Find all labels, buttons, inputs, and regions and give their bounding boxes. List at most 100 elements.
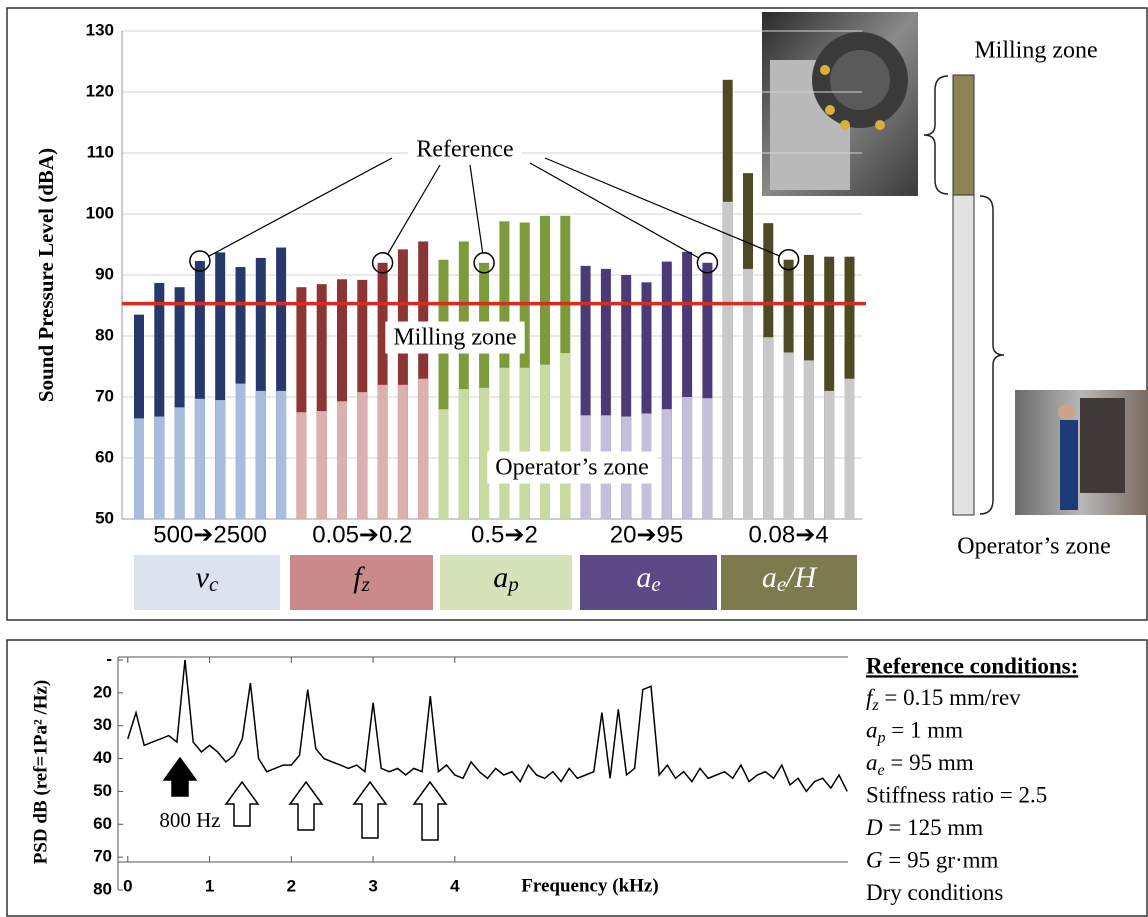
y-tick-label: 30	[93, 715, 112, 734]
annotation: Milling zone	[393, 325, 516, 351]
y-tick-label: 130	[86, 20, 114, 39]
y-tick-label: 40	[93, 748, 112, 767]
y-tick-label: -	[106, 649, 112, 668]
symbol: a	[866, 750, 878, 775]
y-tick-label: 80	[95, 325, 114, 344]
condition-item: fz = 0.15 mm/rev	[866, 685, 1021, 713]
bar-operator	[459, 389, 469, 519]
y-axis-label: Sound Pressure Level (dBA)	[34, 148, 58, 402]
y-tick-label: 50	[95, 508, 114, 527]
y-tick-label: 20	[93, 682, 112, 701]
subscript: p	[506, 572, 519, 596]
bar-operator	[276, 391, 286, 519]
text-part: = 0.15 mm/rev	[879, 685, 1022, 710]
text-part: = 95 mm	[885, 750, 974, 775]
bar-operator	[215, 400, 225, 519]
schematic-label: Operator’s zone	[957, 534, 1111, 560]
bar-operator	[134, 418, 144, 519]
x-tick-label: 0	[123, 876, 132, 895]
text-part: = 125 mm	[883, 815, 984, 840]
subscript: e	[651, 572, 660, 596]
bar-operator	[743, 269, 753, 519]
range-label: 20➔95	[610, 521, 684, 548]
annotation: 800 Hz	[159, 808, 220, 832]
bar-operator	[702, 398, 712, 519]
symbol: G	[866, 848, 883, 873]
y-tick-label: 110	[87, 142, 114, 161]
reference-pointer	[388, 165, 440, 254]
text-part: Dry conditions	[866, 880, 1003, 905]
bar-operator	[723, 202, 733, 519]
symbol: a	[493, 561, 508, 594]
bar-operator	[357, 392, 367, 519]
operator-photo	[1015, 390, 1148, 515]
condition-item: Dry conditions	[866, 880, 1003, 905]
x-tick-label: 3	[368, 876, 377, 895]
y-tick-label: 60	[93, 814, 112, 833]
bar-operator	[540, 365, 550, 519]
bar-operator	[804, 360, 814, 519]
bar-operator	[256, 391, 266, 519]
bar-operator	[682, 397, 692, 519]
bar-operator	[236, 384, 246, 519]
bar-operator	[439, 409, 449, 519]
bar-operator	[378, 385, 388, 519]
reference-pointer	[209, 158, 392, 256]
symbol: a	[866, 718, 878, 743]
bar-operator	[824, 391, 834, 519]
bar-operator	[175, 407, 185, 519]
bar-operator	[418, 379, 428, 519]
bar-operator	[337, 401, 347, 519]
text-part: = 95 gr·mm	[883, 848, 999, 873]
bar-operator	[195, 399, 205, 519]
bar-operator	[662, 409, 672, 519]
bar-operator	[398, 385, 408, 519]
y-tick-label: 100	[86, 203, 114, 222]
schematic-label: Milling zone	[974, 38, 1097, 64]
range-label: 0.05➔0.2	[312, 521, 412, 548]
figure: Milling zone Operator’s zone 50 60 70 80 90 1…	[0, 0, 1148, 917]
conditions-title: Reference conditions:	[866, 653, 1078, 678]
symbol: D	[865, 815, 883, 840]
bar-operator	[154, 417, 164, 519]
bar-operator	[520, 368, 530, 519]
psd-line	[128, 660, 847, 791]
bar-operator	[499, 368, 509, 519]
x-tick-label: 1	[205, 876, 214, 895]
y-tick-label: 60	[95, 447, 114, 466]
text-part: = 1 mm	[886, 718, 964, 743]
text-part: /H	[784, 561, 818, 594]
y-tick-label: 90	[95, 264, 114, 283]
reference-pointer	[530, 163, 699, 258]
y-tick-label: 70	[93, 847, 112, 866]
subscript: p	[877, 729, 886, 746]
condition-item: D = 125 mm	[865, 815, 983, 840]
annotation: Operator’s zone	[495, 455, 649, 481]
y-tick-label: 80	[93, 879, 112, 898]
y-tick-label: 120	[86, 81, 114, 100]
bar-operator	[317, 411, 327, 519]
condition-item: G = 95 gr·mm	[866, 848, 999, 873]
symbol: a	[762, 561, 777, 594]
symbol: v	[196, 561, 210, 594]
bar-operator	[296, 412, 306, 519]
y-tick-label: 50	[93, 781, 112, 800]
subscript: z	[361, 572, 370, 596]
reference-pointer	[470, 165, 483, 253]
milling-photo	[762, 12, 918, 196]
y-tick-label: 70	[95, 386, 114, 405]
condition-item: ap = 1 mm	[866, 718, 963, 746]
x-axis-label: Frequency (kHz)	[521, 875, 658, 896]
range-label: 0.08➔4	[749, 521, 829, 548]
x-tick-label: 2	[287, 876, 296, 895]
bar-operator	[560, 353, 570, 519]
y-axis-label: PSD dB (ref=1Pa² /Hz)	[30, 680, 51, 865]
bar-operator	[845, 379, 855, 519]
annotation: Reference	[416, 137, 513, 163]
x-tick-label: 4	[450, 876, 460, 895]
page: Milling zone Operator’s zone 50 60 70 80 90 1…	[0, 0, 1148, 917]
condition-item: ae = 95 mm	[866, 750, 974, 778]
subscript: c	[209, 572, 219, 596]
parameter-label: ae/H	[762, 561, 819, 596]
condition-item: Stiffness ratio = 2.5	[866, 783, 1047, 808]
